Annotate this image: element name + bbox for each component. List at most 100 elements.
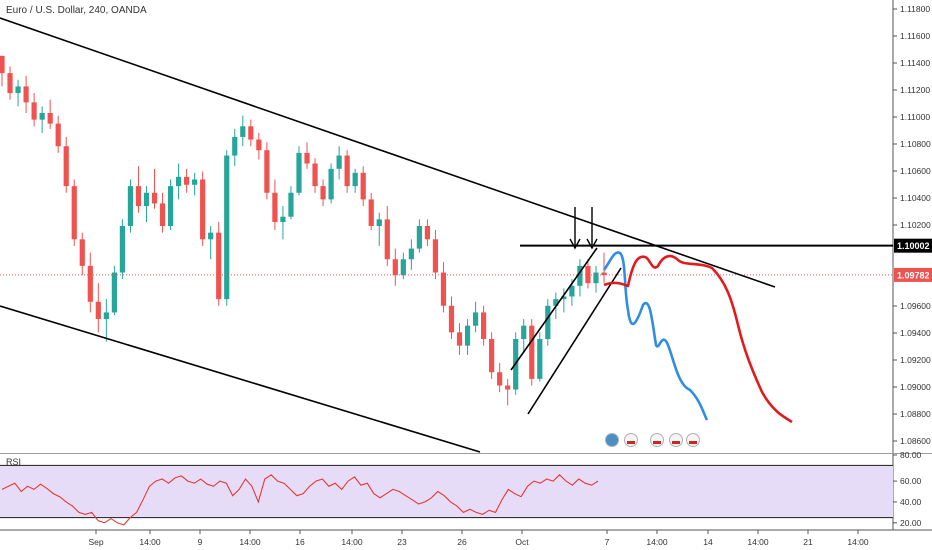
candle-body <box>256 139 262 151</box>
candle-body <box>248 126 254 140</box>
candle-body <box>432 239 439 273</box>
candle-body <box>71 186 77 240</box>
candle-body <box>23 86 29 103</box>
flag-stripe <box>689 441 697 444</box>
candle-body <box>79 239 85 266</box>
candle-body <box>344 155 350 187</box>
candle-body <box>360 172 366 200</box>
candle-body <box>472 312 479 326</box>
time-tick-label: 14:00 <box>341 537 363 547</box>
chart-title: Euro / U.S. Dollar, 240, OANDA <box>6 5 147 16</box>
time-tick-label: 21 <box>803 537 813 547</box>
candle-body <box>119 226 125 273</box>
candle-body <box>368 199 374 226</box>
channel-upper-trendline <box>0 17 776 288</box>
candle-body <box>537 339 543 379</box>
economic-event-icon <box>605 433 619 447</box>
time-tick-label: 14:00 <box>847 537 869 547</box>
candle-body <box>143 192 150 207</box>
candle-body <box>497 372 503 386</box>
candle-body <box>135 186 142 207</box>
candle-body <box>577 265 583 286</box>
candle-body <box>151 192 158 204</box>
price-tick-label: 1.10600 <box>900 166 931 176</box>
candle-body <box>7 73 13 94</box>
candle-body <box>55 123 61 147</box>
price-tick-label: 1.11600 <box>900 31 930 41</box>
economic-event-icon <box>650 433 664 447</box>
candle-body <box>0 55 5 74</box>
time-tick-label: 9 <box>198 537 203 547</box>
candle-body <box>31 102 37 120</box>
price-tick-label: 1.08800 <box>900 409 931 419</box>
candle-body <box>87 265 93 302</box>
economic-event-icon <box>624 433 638 447</box>
candle-body <box>312 163 318 187</box>
candle-body <box>489 339 495 373</box>
price-tick-label: 1.09400 <box>900 328 931 338</box>
candle-body <box>561 296 567 300</box>
price-tick-label: 1.11200 <box>900 85 930 95</box>
time-tick-label: Sep <box>88 537 103 547</box>
candle-body <box>240 126 246 137</box>
candle-body <box>601 272 607 276</box>
candle-body <box>304 152 310 164</box>
candle-body <box>464 325 471 346</box>
candle-body <box>481 312 487 339</box>
candle-body <box>264 150 270 193</box>
candle-body <box>505 385 511 390</box>
time-tick-label: 23 <box>397 537 407 547</box>
candle-body <box>376 219 382 226</box>
price-tick-label: 1.10400 <box>900 193 931 203</box>
last-price-label: 1.09782 <box>897 270 930 280</box>
candle-body <box>200 179 206 240</box>
level-price-label-bg <box>894 238 932 253</box>
price-tick-label: 1.09000 <box>900 382 931 392</box>
candle-body <box>328 168 334 200</box>
price-tick-label: 1.09600 <box>900 301 931 311</box>
candle-body <box>392 259 398 276</box>
down-arrow-icon <box>586 238 598 250</box>
time-tick-label: 26 <box>457 537 467 547</box>
candle-body <box>352 172 358 187</box>
rsi-label: RSI <box>6 457 22 467</box>
candle-body <box>167 186 174 226</box>
price-tick-label: 1.08600 <box>900 436 931 446</box>
candle-body <box>159 203 166 226</box>
flag-stripe <box>672 441 680 444</box>
time-tick-label: 14:00 <box>139 537 161 547</box>
candle-body <box>95 301 101 320</box>
rsi-tick-label: 40.00 <box>900 497 922 507</box>
time-tick-label: 7 <box>605 537 610 547</box>
price-tick-label: 1.09200 <box>900 355 931 365</box>
wedge-right-line <box>527 267 622 415</box>
time-tick-label: 16 <box>295 537 305 547</box>
red-projection-path <box>603 254 793 424</box>
candle-body <box>184 176 190 185</box>
candle-body <box>529 325 535 379</box>
candle-body <box>440 272 447 306</box>
economic-event-icon <box>669 433 683 447</box>
price-tick-label: 1.10800 <box>900 139 931 149</box>
candle-body <box>384 219 390 260</box>
candle-body <box>63 146 69 187</box>
rsi-tick-label: 60.00 <box>900 476 922 486</box>
candle-body <box>216 232 222 300</box>
rsi-band-fill <box>0 465 893 518</box>
candle-body <box>521 325 527 339</box>
candle-body <box>208 232 214 240</box>
candle-body <box>111 272 117 313</box>
rsi-tick-label: 80.00 <box>900 450 922 460</box>
candle-body <box>272 192 278 223</box>
candle-body <box>296 152 302 193</box>
rsi-tick-label: 20.00 <box>900 518 922 528</box>
candle-body <box>224 155 230 300</box>
candle-body <box>175 176 182 187</box>
candle-body <box>280 216 286 223</box>
blue-projection-path <box>602 251 709 421</box>
candle-body <box>127 186 134 226</box>
candle-body <box>456 332 463 346</box>
time-tick-label: 14:00 <box>747 537 769 547</box>
price-tick-label: 1.11000 <box>900 112 930 122</box>
